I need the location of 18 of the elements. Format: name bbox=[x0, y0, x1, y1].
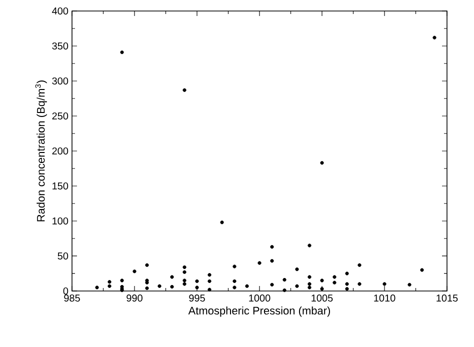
x-tick-label: 1000 bbox=[249, 294, 270, 302]
x-axis-title: Atmospheric Pression (mbar) bbox=[188, 306, 330, 317]
y-tick-label: 400 bbox=[52, 7, 68, 15]
y-axis-title: Radon concentration (Bq/m$^{3}$) bbox=[35, 80, 47, 222]
x-tick-label: 985 bbox=[64, 294, 80, 302]
x-tick-label: 1015 bbox=[436, 294, 458, 302]
x-tick-label: 990 bbox=[126, 294, 142, 302]
x-tick-label: 995 bbox=[189, 294, 205, 302]
y-tick-label: 300 bbox=[52, 77, 68, 85]
y-tick-label: 0 bbox=[63, 287, 68, 295]
y-tick-label: 250 bbox=[52, 112, 68, 120]
x-tick-label: 1010 bbox=[374, 294, 396, 302]
y-tick-label: 350 bbox=[52, 42, 68, 50]
y-tick-label: 100 bbox=[52, 217, 68, 225]
y-tick-label: 50 bbox=[58, 252, 68, 260]
y-tick-label: 150 bbox=[52, 182, 68, 190]
x-tick-label: 1005 bbox=[312, 294, 333, 302]
y-tick-label: 200 bbox=[52, 147, 68, 155]
